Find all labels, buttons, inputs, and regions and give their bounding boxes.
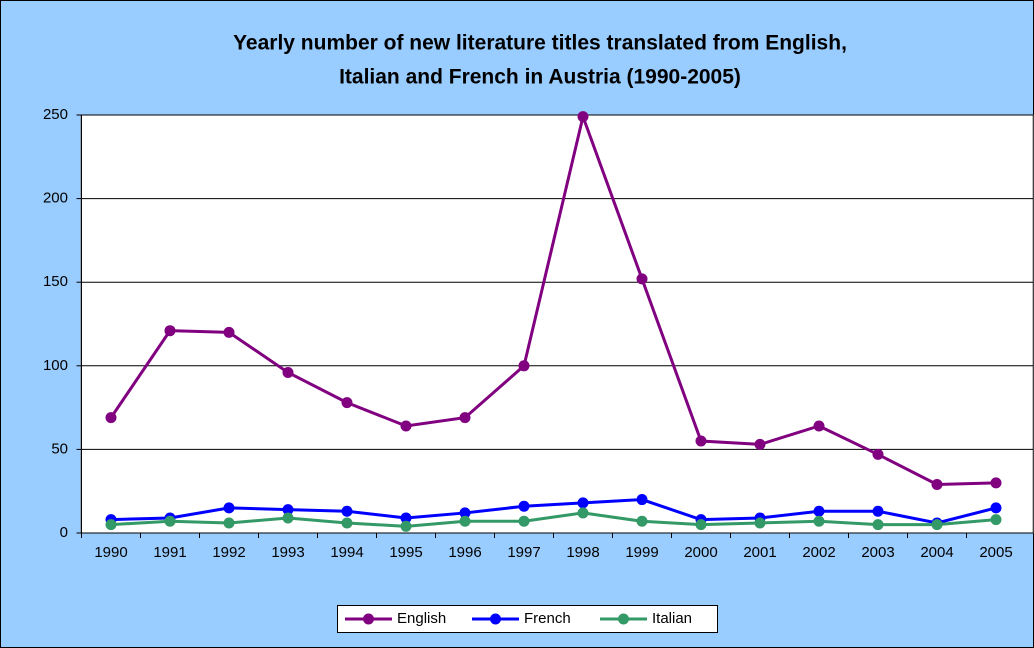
marker (636, 515, 648, 527)
marker (164, 325, 176, 337)
marker (400, 520, 412, 532)
marker (872, 448, 884, 460)
marker (990, 477, 1002, 489)
marker (695, 519, 707, 531)
x-tick-label: 2002 (802, 544, 835, 561)
x-tick-label: 1994 (330, 544, 363, 561)
marker (518, 360, 530, 372)
legend-label: English (397, 610, 446, 627)
x-tick-label: 1990 (94, 544, 127, 561)
marker (813, 505, 825, 517)
legend (337, 605, 718, 633)
marker (400, 420, 412, 432)
x-tick-label: 1992 (212, 544, 245, 561)
marker (459, 412, 471, 424)
chart-title: Italian and French in Austria (1990-2005… (339, 66, 741, 89)
x-tick-label: 2001 (743, 544, 776, 561)
legend-marker (618, 613, 629, 625)
x-tick-label: 1996 (448, 544, 481, 561)
marker (223, 326, 235, 338)
marker (754, 438, 766, 450)
x-tick-label: 2000 (684, 544, 717, 561)
marker (872, 505, 884, 517)
marker (164, 515, 176, 527)
x-tick-label: 1993 (271, 544, 304, 561)
marker (931, 519, 943, 531)
marker (990, 502, 1002, 514)
marker (813, 420, 825, 432)
marker (341, 505, 353, 517)
marker (990, 514, 1002, 526)
plot-area (80, 114, 1034, 534)
y-tick-label: 200 (43, 190, 68, 207)
x-tick-label: 1998 (566, 544, 599, 561)
legend-marker (363, 613, 374, 625)
y-tick-label: 150 (43, 273, 68, 290)
marker (636, 494, 648, 506)
x-tick-label: 1991 (153, 544, 186, 561)
marker (105, 412, 117, 424)
marker (577, 497, 589, 509)
marker (577, 507, 589, 519)
line (109, 111, 997, 487)
marker (577, 111, 589, 123)
line (110, 511, 997, 528)
y-tick-label: 0 (60, 524, 68, 541)
marker (282, 366, 294, 378)
marker (223, 502, 235, 514)
x-tick-label: 1995 (389, 544, 422, 561)
x-tick-label: 2003 (861, 544, 894, 561)
marker (459, 507, 471, 519)
marker (931, 479, 943, 491)
x-tick-label: 2004 (920, 544, 953, 561)
x-tick-label: 1999 (625, 544, 658, 561)
y-tick-label: 100 (43, 357, 68, 374)
marker (105, 519, 117, 531)
line (110, 498, 997, 525)
marker (341, 517, 353, 529)
legend-label: Italian (652, 610, 692, 627)
marker (695, 435, 707, 447)
marker (813, 515, 825, 527)
marker (282, 512, 294, 524)
x-tick-label: 2005 (979, 544, 1012, 561)
legend-label: French (524, 610, 571, 627)
y-tick-label: 50 (51, 440, 68, 457)
marker (518, 515, 530, 527)
marker (636, 273, 648, 285)
x-tick-label: 1997 (507, 544, 540, 561)
y-tick-label: 250 (43, 106, 68, 123)
marker (872, 519, 884, 531)
legend-marker (490, 613, 501, 625)
marker (518, 500, 530, 512)
marker (282, 504, 294, 516)
marker (754, 517, 766, 529)
chart-title: Yearly number of new literature titles t… (233, 32, 847, 55)
marker (223, 517, 235, 529)
marker (459, 515, 471, 527)
marker (400, 512, 412, 524)
marker (341, 397, 353, 409)
